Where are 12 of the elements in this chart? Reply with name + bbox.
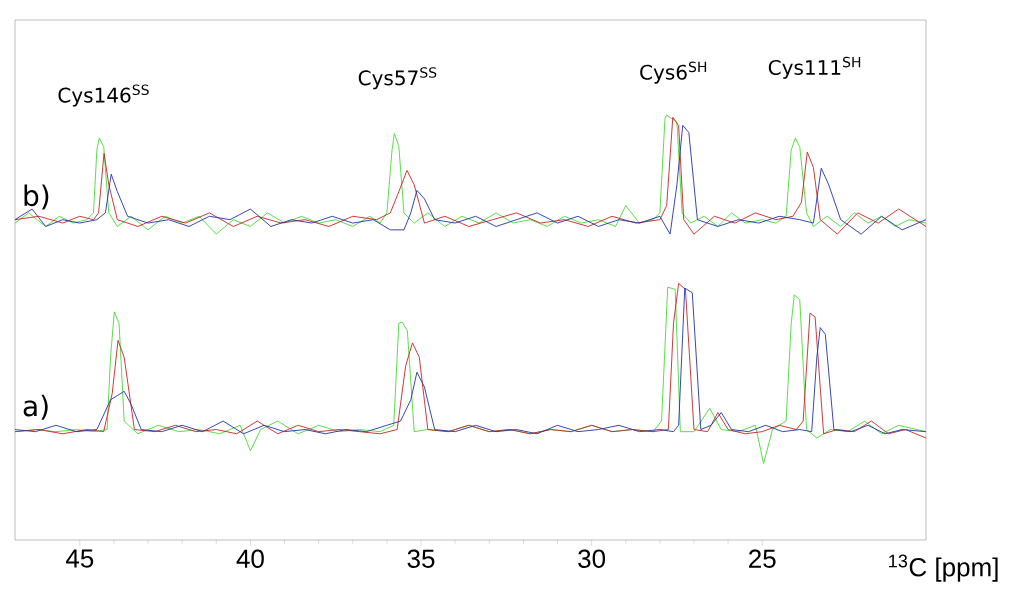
text: Cys111$^{SH}$ bbox=[768, 56, 861, 79]
annotation: Cys146$^{SS}$ bbox=[58, 84, 149, 107]
x-axis-title: $^{13}$C [ppm] bbox=[889, 554, 998, 582]
x-tick-label: 30 bbox=[578, 549, 606, 568]
text: Cys57$^{SS}$ bbox=[358, 67, 437, 90]
x-tick-label: 45 bbox=[65, 549, 94, 568]
annotation: b) bbox=[24, 184, 49, 210]
x-tick-label: 25 bbox=[749, 549, 776, 568]
x-tick-label: 40 bbox=[236, 549, 264, 568]
annotation: Cys6$^{SH}$ bbox=[640, 61, 707, 84]
x-tick-label: 35 bbox=[407, 549, 435, 568]
annotation: a) bbox=[23, 394, 48, 420]
